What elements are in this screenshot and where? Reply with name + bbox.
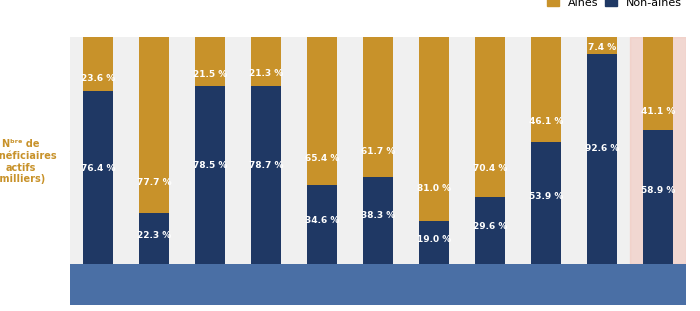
Bar <box>307 37 337 185</box>
Text: 29.6 %: 29.6 % <box>473 222 508 231</box>
Text: 8 688,3: 8 688,3 <box>641 275 675 284</box>
Bar <box>195 86 225 264</box>
Text: 23.6 %: 23.6 % <box>81 74 115 83</box>
Bar <box>83 37 113 91</box>
Text: 78.5 %: 78.5 % <box>193 161 228 170</box>
Text: 65.4 %: 65.4 % <box>304 154 340 163</box>
Text: 687,4: 687,4 <box>197 275 223 284</box>
Bar <box>587 54 617 264</box>
Text: 81.0 %: 81.0 % <box>417 184 451 193</box>
Text: 2 816,4: 2 816,4 <box>81 275 115 284</box>
Bar <box>531 37 561 142</box>
Text: 596,6: 596,6 <box>589 275 615 284</box>
Bar <box>251 37 281 86</box>
Bar <box>251 86 281 264</box>
Bar <box>643 130 673 264</box>
Bar <box>363 177 393 264</box>
Text: 61.7 %: 61.7 % <box>360 147 395 156</box>
Bar <box>587 37 617 54</box>
Text: 2 867,6: 2 867,6 <box>305 275 339 284</box>
Text: 34.6 %: 34.6 % <box>304 216 340 225</box>
Text: 794,7: 794,7 <box>253 275 279 284</box>
Text: 32,7: 32,7 <box>480 275 500 284</box>
Bar <box>363 37 393 177</box>
Text: 53.9 %: 53.9 % <box>528 192 564 201</box>
Text: 41.1 %: 41.1 % <box>640 107 676 116</box>
Bar <box>139 37 169 213</box>
Legend: Aînés, Non-aînés: Aînés, Non-aînés <box>542 0 687 12</box>
Text: 21.3 %: 21.3 % <box>249 69 283 78</box>
Text: 529,3: 529,3 <box>141 275 167 284</box>
Bar <box>419 220 449 264</box>
Text: 118,8: 118,8 <box>365 275 391 284</box>
Text: 106,4: 106,4 <box>533 275 559 284</box>
Text: 46.1 %: 46.1 % <box>528 117 564 126</box>
Text: 19.0 %: 19.0 % <box>417 235 451 244</box>
Text: Nᵇʳᵉ de
bénéficiaires
actifs
(milliers): Nᵇʳᵉ de bénéficiaires actifs (milliers) <box>0 139 57 184</box>
Bar <box>643 37 673 130</box>
Bar <box>195 37 225 86</box>
Bar <box>531 142 561 264</box>
Text: 76.4 %: 76.4 % <box>80 164 116 173</box>
Bar <box>475 37 505 197</box>
Bar <box>83 91 113 264</box>
Text: 22.3 %: 22.3 % <box>137 231 171 240</box>
Bar <box>419 37 449 220</box>
Text: 92.6 %: 92.6 % <box>584 144 620 153</box>
Bar <box>630 37 686 264</box>
Text: 38.3 %: 38.3 % <box>361 211 395 220</box>
Bar <box>475 197 505 264</box>
Text: 7.4 %: 7.4 % <box>588 43 616 52</box>
Text: 70.4 %: 70.4 % <box>473 164 508 173</box>
Text: 21.5 %: 21.5 % <box>193 70 227 79</box>
Text: 78.7 %: 78.7 % <box>248 161 284 170</box>
Text: 77.7 %: 77.7 % <box>136 178 172 187</box>
Bar <box>307 185 337 264</box>
Text: 138,4: 138,4 <box>421 275 447 284</box>
Bar <box>139 213 169 264</box>
Text: 58.9 %: 58.9 % <box>640 186 676 195</box>
